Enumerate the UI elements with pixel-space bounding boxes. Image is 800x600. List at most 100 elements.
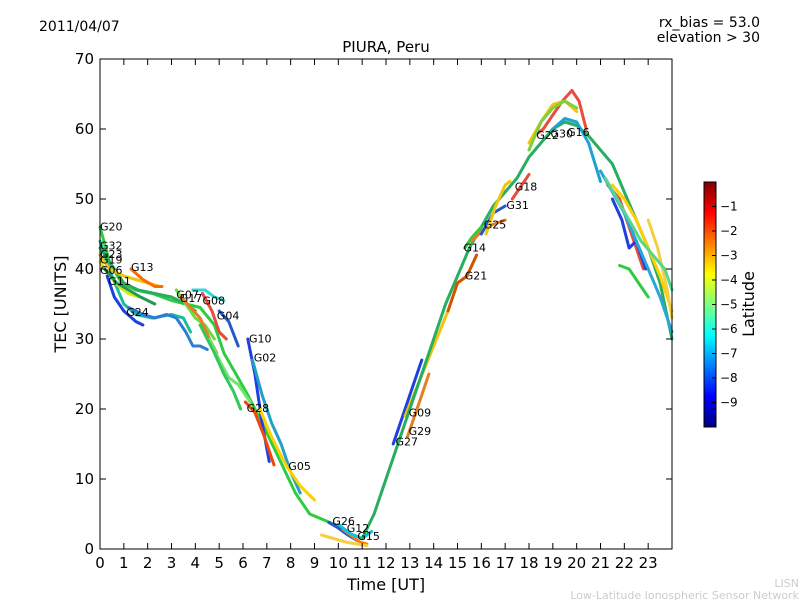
x-tick-label: 15 xyxy=(448,554,467,572)
series-trace-g15 xyxy=(320,533,369,547)
colorbar-tick-label: −6 xyxy=(720,322,738,336)
satellite-label-g14: G14 xyxy=(464,242,487,255)
x-tick-label: 22 xyxy=(615,554,634,572)
series-trace-g14 xyxy=(463,225,483,250)
series-trace-gd2 xyxy=(484,180,512,236)
x-tick-label: 5 xyxy=(214,554,224,572)
x-tick-label: 1 xyxy=(119,554,129,572)
satellite-label-g02: G02 xyxy=(254,351,277,364)
series-trace-g16 xyxy=(336,523,374,540)
series-trace-g05 xyxy=(258,407,316,502)
satellite-label-g23: G23 xyxy=(100,248,123,261)
x-tick-label: 8 xyxy=(286,554,296,572)
x-tick-label: 17 xyxy=(496,554,515,572)
colorbar-tick-label: −2 xyxy=(720,224,738,238)
x-tick-label: 23 xyxy=(639,554,658,572)
y-tick-label: 30 xyxy=(75,330,94,348)
y-axis-title: TEC [UNITS] xyxy=(51,256,70,354)
x-tick-label: 7 xyxy=(262,554,272,572)
series-trace-g29 xyxy=(405,372,431,439)
series-trace-g25 xyxy=(470,218,507,243)
y-tick-label: 10 xyxy=(75,470,94,488)
satellite-label-g13: G13 xyxy=(131,261,154,274)
colorbar-label: Latitude xyxy=(739,271,758,337)
x-tick-label: 18 xyxy=(519,554,538,572)
series-trace-g09 xyxy=(191,288,226,302)
y-axis-ticks: 0 10 20 30 40 50 60 70 xyxy=(75,50,672,558)
y-tick-label: 70 xyxy=(75,50,94,68)
x-tick-label: 9 xyxy=(310,554,320,572)
series-trace-g18 xyxy=(510,173,531,201)
date-label: 2011/04/07 xyxy=(39,19,120,35)
x-tick-label: 0 xyxy=(95,554,105,572)
colorbar-tick-label: −9 xyxy=(720,396,738,410)
series-trace-gd8 xyxy=(618,264,650,299)
satellite-label-g06: G06 xyxy=(100,264,123,277)
series-trace-g24 xyxy=(127,306,209,351)
x-tick-label: 21 xyxy=(591,554,610,572)
y-tick-label: 20 xyxy=(75,400,94,418)
series-trace-gd1 xyxy=(360,120,674,540)
satellite-label-g15: G15 xyxy=(357,530,380,543)
series-trace-g13 xyxy=(129,267,164,288)
colorbar-tick-label: −4 xyxy=(720,273,738,287)
series-trace-g04 xyxy=(217,309,240,348)
rx-bias-label: rx_bias = 53.0 xyxy=(659,15,760,31)
x-axis-ticks: 0 1 2 3 4 5 6 7 8 9 10 11 12 13 14 15 16 17 18 19 20 21 22 23 xyxy=(95,59,658,572)
satellite-label-g20: G20 xyxy=(100,221,123,234)
x-axis-title: Time [UT] xyxy=(346,575,425,594)
colorbar-tick-label: −7 xyxy=(720,347,738,361)
satellite-label-g17: G17 xyxy=(180,292,203,305)
x-tick-label: 13 xyxy=(400,554,419,572)
satellite-label-g25: G25 xyxy=(484,218,507,231)
satellite-label-g08: G08 xyxy=(203,295,226,308)
satellite-label-g16: G16 xyxy=(567,126,590,139)
elevation-label: elevation > 30 xyxy=(657,30,760,46)
y-tick-label: 50 xyxy=(75,190,94,208)
satellite-label-g07: G07 xyxy=(176,288,199,301)
series-trace-g15b xyxy=(198,323,243,411)
x-tick-label: 10 xyxy=(329,554,348,572)
satellite-label-g21: G21 xyxy=(465,270,488,283)
series-trace-g21 xyxy=(446,253,479,313)
colorbar-tick-label: −1 xyxy=(720,200,738,214)
x-tick-label: 19 xyxy=(543,554,562,572)
satellite-label-g30: G30 xyxy=(551,127,574,140)
y-tick-label: 40 xyxy=(75,260,94,278)
series-trace-g03 xyxy=(103,267,157,306)
satellite-label-g22: G22 xyxy=(536,129,559,142)
footer-org-short: LISN xyxy=(774,577,799,590)
x-tick-label: 4 xyxy=(191,554,201,572)
series-trace-gd3 xyxy=(527,99,579,152)
satellite-label-g31: G31 xyxy=(506,199,529,212)
x-tick-label: 16 xyxy=(472,554,491,572)
satellite-label-g32: G32 xyxy=(100,239,123,252)
x-tick-label: 12 xyxy=(376,554,395,572)
series-trace-g11 xyxy=(105,274,145,327)
x-tick-label: 2 xyxy=(143,554,153,572)
chart-title: PIURA, Peru xyxy=(342,38,429,56)
satellite-label-g29: G29 xyxy=(409,425,432,438)
series-trace-g28 xyxy=(243,400,276,467)
footer-org-long: Low-Latitude Ionospheric Sensor Network xyxy=(570,589,799,600)
satellite-label-g24: G24 xyxy=(126,306,149,319)
colorbar: −9 −8 −7 −6 −5 −4 −3 −2 −1 xyxy=(703,181,738,428)
series-trace-gd7 xyxy=(610,183,674,313)
x-tick-label: 3 xyxy=(167,554,177,572)
series-trace-g27 xyxy=(391,358,424,446)
satellite-label-g05: G05 xyxy=(288,460,311,473)
x-tick-label: 6 xyxy=(238,554,248,572)
colorbar-tick-label: −5 xyxy=(720,298,738,312)
satellite-label-g19: G19 xyxy=(100,253,123,266)
series-trace-g16b xyxy=(551,117,602,183)
satellite-label-g18: G18 xyxy=(515,181,538,194)
y-tick-label: 60 xyxy=(75,120,94,138)
series-trace-gd9 xyxy=(646,218,674,320)
x-tick-label: 11 xyxy=(353,554,372,572)
satellite-label-g12: G12 xyxy=(347,522,370,535)
series-trace-g08 xyxy=(201,292,228,341)
satellite-label-g10: G10 xyxy=(249,333,272,346)
satellite-label-g09: G09 xyxy=(409,407,432,420)
